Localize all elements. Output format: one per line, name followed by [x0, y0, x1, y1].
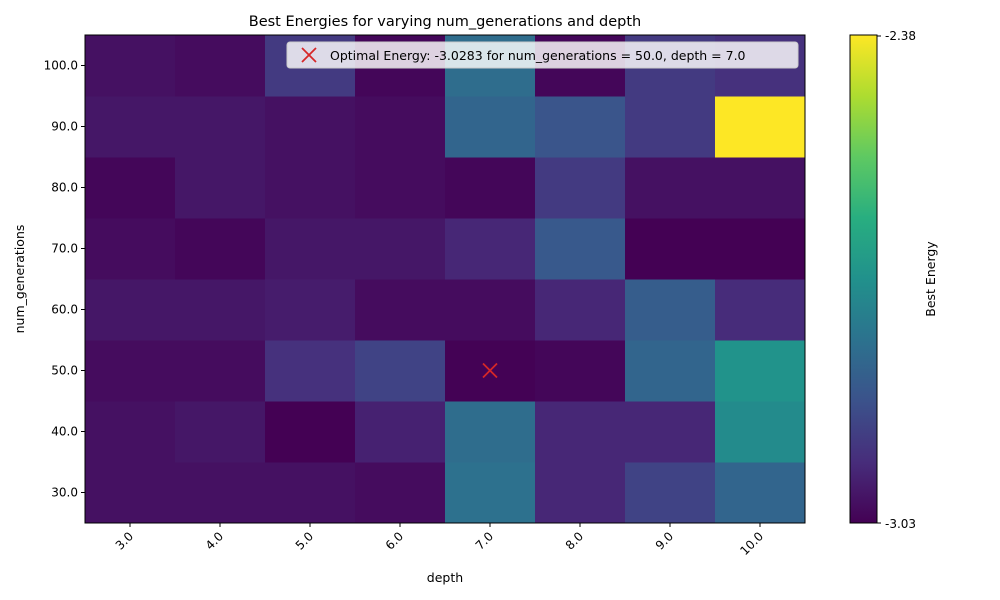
heatmap-cell	[445, 401, 536, 463]
heatmap-cell	[715, 401, 806, 463]
heatmap-cell	[265, 462, 356, 524]
heatmap-cell	[265, 96, 356, 158]
x-tick-label: 3.0	[113, 529, 136, 552]
x-axis-label: depth	[427, 570, 463, 585]
heatmap-cell	[625, 157, 716, 219]
heatmap-cell	[715, 279, 806, 341]
heatmap-cell	[535, 279, 626, 341]
y-tick-label: 40.0	[51, 425, 78, 439]
y-tick-label: 90.0	[51, 120, 78, 134]
heatmap-cell	[175, 218, 266, 280]
heatmap-cell	[355, 157, 446, 219]
x-axis-ticks: 3.0 4.0 5.0 6.0 7.0 8.0 9.0 10.0	[113, 523, 766, 558]
heatmap-cell	[715, 157, 806, 219]
x-tick-label: 7.0	[473, 529, 496, 552]
heatmap-cell	[85, 96, 176, 158]
y-tick-label: 80.0	[51, 181, 78, 195]
x-tick-label: 8.0	[563, 529, 586, 552]
heatmap-cell	[355, 401, 446, 463]
optimal-marker	[482, 362, 498, 379]
chart-title: Best Energies for varying num_generation…	[249, 14, 641, 30]
heatmap-cell	[355, 340, 446, 402]
heatmap-cells	[85, 35, 806, 524]
heatmap-cell	[355, 96, 446, 158]
heatmap-cell	[175, 96, 266, 158]
heatmap-cell	[85, 218, 176, 280]
y-tick-label: 70.0	[51, 242, 78, 256]
heatmap-cell	[85, 279, 176, 341]
heatmap-cell	[445, 157, 536, 219]
heatmap-cell	[715, 96, 806, 158]
colorbar-label: Best Energy	[923, 241, 938, 317]
y-axis-label: num_generations	[12, 225, 27, 334]
heatmap-cell	[625, 340, 716, 402]
heatmap-cell	[535, 218, 626, 280]
y-tick-label: 100.0	[44, 59, 78, 73]
heatmap-cell	[715, 218, 806, 280]
heatmap-cell	[535, 157, 626, 219]
y-tick-label: 30.0	[51, 486, 78, 500]
heatmap-cell	[715, 462, 806, 524]
heatmap-cell	[175, 35, 266, 97]
marker-layer	[482, 362, 498, 379]
y-axis-ticks: 30.0 40.0 50.0 60.0 70.0 80.0 90.0 100.0	[44, 59, 85, 500]
x-tick-label: 4.0	[203, 529, 226, 552]
legend: Optimal Energy: -3.0283 for num_generati…	[286, 41, 799, 69]
y-tick-label: 50.0	[51, 364, 78, 378]
colorbar-min-label: -3.03	[885, 517, 916, 531]
x-tick-label: 6.0	[383, 529, 406, 552]
heatmap-cell	[445, 218, 536, 280]
heatmap-cell	[85, 462, 176, 524]
y-tick-label: 60.0	[51, 303, 78, 317]
legend-box	[286, 41, 799, 69]
heatmap-cell	[265, 401, 356, 463]
heatmap-cell	[355, 279, 446, 341]
heatmap-cell	[535, 96, 626, 158]
legend-marker-x	[301, 47, 317, 63]
heatmap-cell	[265, 218, 356, 280]
heatmap-cell	[445, 96, 536, 158]
heatmap-cell	[85, 157, 176, 219]
heatmap-cell	[175, 157, 266, 219]
heatmap-cell	[265, 279, 356, 341]
heatmap-cell	[535, 462, 626, 524]
heatmap-cell	[85, 35, 176, 97]
heatmap-cell	[265, 157, 356, 219]
heatmap-cell	[535, 340, 626, 402]
heatmap-cell	[535, 401, 626, 463]
heatmap-cell	[715, 340, 806, 402]
heatmap-cell	[175, 279, 266, 341]
heatmap-cell	[355, 462, 446, 524]
x-tick-label: 9.0	[653, 529, 676, 552]
colorbar	[849, 34, 878, 524]
heatmap-cell	[625, 96, 716, 158]
x-tick-label: 10.0	[737, 529, 766, 558]
heatmap-cell	[625, 279, 716, 341]
x-tick-label: 5.0	[293, 529, 316, 552]
heatmap-cell	[445, 279, 536, 341]
heatmap-cell	[445, 462, 536, 524]
heatmap-cell	[175, 340, 266, 402]
heatmap-cell	[625, 462, 716, 524]
heatmap-cell	[355, 218, 446, 280]
legend-entry: Optimal Energy: -3.0283 for num_generati…	[330, 48, 746, 63]
heatmap-cell	[85, 340, 176, 402]
heatmap-cell	[85, 401, 176, 463]
plot-frame	[84, 34, 806, 524]
heatmap-cell	[265, 340, 356, 402]
legend-marker	[301, 47, 317, 63]
colorbar-max-label: -2.38	[885, 29, 916, 43]
heatmap-cell	[175, 462, 266, 524]
heatmap-cell	[625, 401, 716, 463]
heatmap-cell	[625, 218, 716, 280]
heatmap-cell	[175, 401, 266, 463]
